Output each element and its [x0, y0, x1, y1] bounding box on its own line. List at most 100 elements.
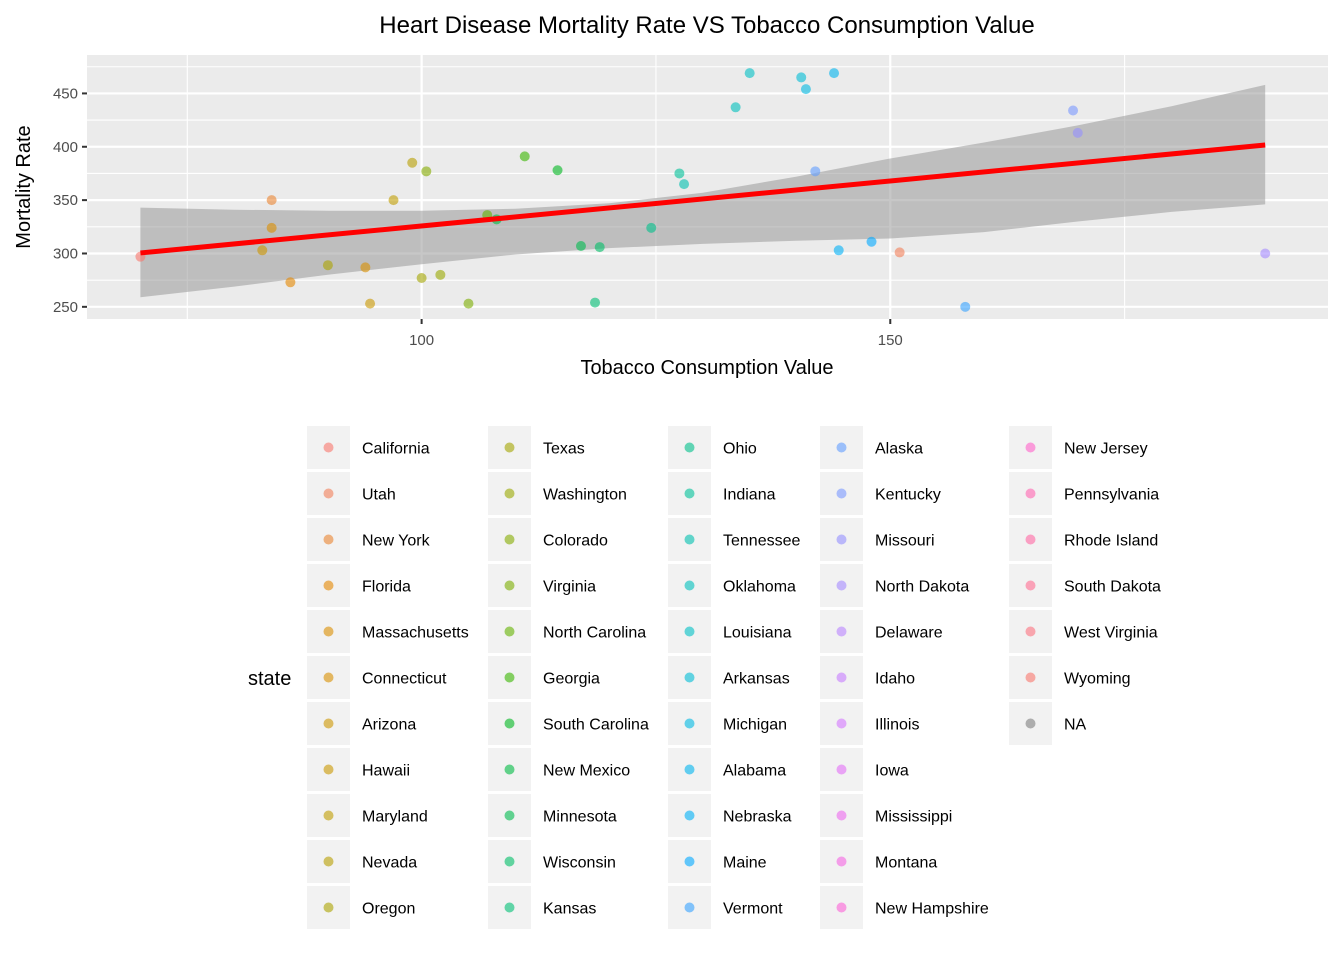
legend-key-point — [323, 534, 334, 545]
data-point — [365, 298, 376, 309]
legend-key-point — [836, 718, 847, 729]
legend-item: Illinois — [820, 702, 919, 745]
legend-label: North Carolina — [543, 625, 646, 642]
legend-item: Maryland — [307, 794, 428, 837]
legend-key-point — [323, 442, 334, 453]
legend-item: Colorado — [488, 518, 608, 561]
legend-label: Virginia — [543, 579, 596, 596]
data-point — [829, 68, 840, 79]
legend-key-point — [1025, 626, 1036, 637]
legend-key-point — [504, 718, 515, 729]
legend-item: Kentucky — [820, 472, 941, 515]
legend-key-point — [1025, 718, 1036, 729]
x-axis-label: Tobacco Consumption Value — [580, 357, 833, 379]
legend-label: Idaho — [875, 671, 915, 688]
legend-label: Connecticut — [362, 671, 447, 688]
legend-key-point — [504, 856, 515, 867]
legend-label: Alabama — [723, 763, 786, 780]
legend-label: Nevada — [362, 855, 417, 872]
legend-key-point — [504, 534, 515, 545]
data-point — [416, 273, 427, 284]
legend-item: Washington — [488, 472, 627, 515]
legend-label: Tennessee — [723, 533, 800, 550]
data-point — [266, 222, 277, 233]
legend-item: New Jersey — [1009, 426, 1148, 469]
data-point — [866, 236, 877, 247]
legend-item: Idaho — [820, 656, 915, 699]
legend-label: Nebraska — [723, 809, 792, 826]
legend-label: Delaware — [875, 625, 943, 642]
data-point — [796, 72, 807, 83]
legend-label: Wyoming — [1064, 671, 1131, 688]
legend-key-point — [684, 672, 695, 683]
legend-label: Alaska — [875, 441, 923, 458]
legend-key-point — [504, 902, 515, 913]
legend-key-point — [836, 488, 847, 499]
legend-item: New Mexico — [488, 748, 630, 791]
y-tick-label: 300 — [53, 245, 78, 262]
data-point — [960, 301, 971, 312]
data-point — [322, 260, 333, 271]
data-point — [435, 269, 446, 280]
legend-label: New York — [362, 533, 431, 550]
legend-label: Utah — [362, 487, 396, 504]
legend-label: New Mexico — [543, 763, 630, 780]
legend-key-point — [323, 902, 334, 913]
legend-label: Texas — [543, 441, 585, 458]
data-point — [679, 179, 690, 190]
legend-item: North Carolina — [488, 610, 646, 653]
legend-label: Colorado — [543, 533, 608, 550]
data-point — [388, 195, 399, 206]
data-point — [552, 165, 563, 176]
legend-item: Arkansas — [668, 656, 790, 699]
data-point — [257, 245, 268, 256]
legend-key-point — [323, 764, 334, 775]
legend-item: California — [307, 426, 430, 469]
legend-item: Michigan — [668, 702, 787, 745]
legend-label: South Dakota — [1064, 579, 1161, 596]
legend-label: Maine — [723, 855, 767, 872]
trend-line — [140, 142, 1266, 256]
legend-label: Florida — [362, 579, 411, 596]
legend-item: Texas — [488, 426, 585, 469]
data-point — [594, 242, 605, 253]
legend-item: Georgia — [488, 656, 600, 699]
legend-item: South Dakota — [1009, 564, 1161, 607]
legend-item: Alabama — [668, 748, 786, 791]
legend-item: New Hampshire — [820, 886, 989, 929]
legend-label: Minnesota — [543, 809, 617, 826]
chart-title: Heart Disease Mortality Rate VS Tobacco … — [379, 12, 1034, 39]
legend-item: Rhode Island — [1009, 518, 1158, 561]
y-axis-label: Mortality Rate — [13, 125, 35, 248]
legend-item: Montana — [820, 840, 937, 883]
legend-key-point — [504, 810, 515, 821]
legend-key-point — [1025, 442, 1036, 453]
x-tick-label: 150 — [878, 332, 903, 349]
legend-item: Connecticut — [307, 656, 447, 699]
data-point — [646, 222, 657, 233]
legend-key-point — [1025, 534, 1036, 545]
legend-label: Maryland — [362, 809, 428, 826]
regression-line — [140, 142, 1266, 256]
legend-item: Pennsylvania — [1009, 472, 1159, 515]
legend-item: Tennessee — [668, 518, 800, 561]
data-point — [421, 166, 432, 177]
y-tick-label: 400 — [53, 139, 78, 156]
data-point — [1072, 127, 1083, 138]
legend-label: Hawaii — [362, 763, 410, 780]
legend-item: New York — [307, 518, 431, 561]
legend-key-point — [684, 626, 695, 637]
data-point — [744, 68, 755, 79]
legend-item: Mississippi — [820, 794, 952, 837]
legend-label: NA — [1064, 717, 1087, 734]
data-point — [285, 277, 296, 288]
legend-label: Indiana — [723, 487, 776, 504]
y-axis-ticks: 250 300 350 400 450 — [53, 85, 87, 316]
legend-item: Kansas — [488, 886, 596, 929]
legend-label: Rhode Island — [1064, 533, 1158, 550]
data-point — [894, 247, 905, 258]
legend-label: Pennsylvania — [1064, 487, 1159, 504]
data-point — [407, 157, 418, 168]
legend-key-point — [836, 672, 847, 683]
